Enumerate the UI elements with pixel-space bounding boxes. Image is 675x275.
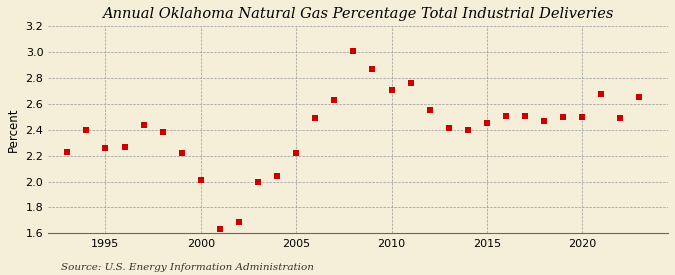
Point <box>520 113 531 118</box>
Point <box>386 87 397 92</box>
Point <box>215 227 225 232</box>
Point <box>234 219 244 224</box>
Point <box>62 150 73 154</box>
Point <box>596 91 607 96</box>
Point <box>291 151 302 155</box>
Point <box>81 128 92 132</box>
Point <box>348 49 359 53</box>
Point <box>157 130 168 134</box>
Point <box>119 144 130 149</box>
Point <box>405 81 416 86</box>
Point <box>176 151 187 155</box>
Point <box>425 108 435 112</box>
Point <box>329 98 340 102</box>
Point <box>195 178 206 182</box>
Point <box>310 116 321 120</box>
Title: Annual Oklahoma Natural Gas Percentage Total Industrial Deliveries: Annual Oklahoma Natural Gas Percentage T… <box>103 7 614 21</box>
Point <box>634 95 645 100</box>
Point <box>539 119 549 123</box>
Point <box>100 146 111 150</box>
Point <box>615 116 626 120</box>
Point <box>252 179 263 184</box>
Point <box>138 122 149 127</box>
Point <box>367 67 378 71</box>
Point <box>577 115 588 119</box>
Y-axis label: Percent: Percent <box>7 108 20 152</box>
Point <box>501 113 512 118</box>
Point <box>481 121 492 125</box>
Point <box>272 174 283 178</box>
Text: Source: U.S. Energy Information Administration: Source: U.S. Energy Information Administ… <box>61 263 314 272</box>
Point <box>462 128 473 132</box>
Point <box>558 115 568 119</box>
Point <box>443 126 454 131</box>
